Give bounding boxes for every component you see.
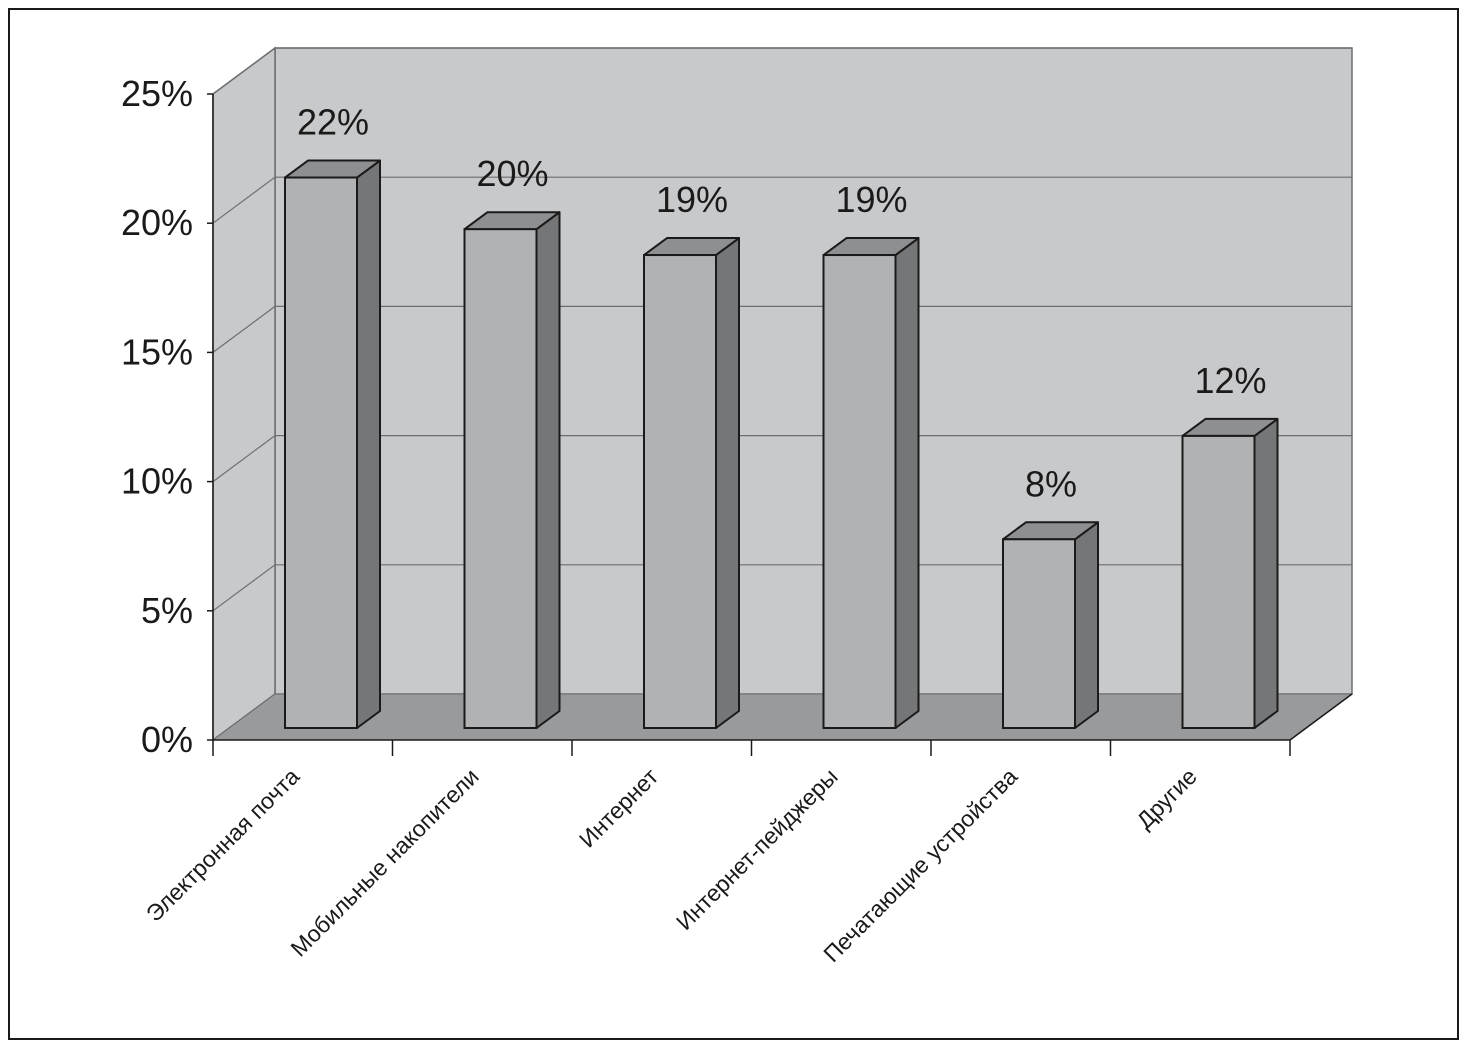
- gridline: [212, 176, 1352, 224]
- bar-side: [535, 211, 561, 729]
- gridline: [212, 47, 1352, 95]
- y-tick-label: 20%: [121, 202, 193, 243]
- gridlines: [212, 47, 1352, 612]
- y-tick-label: 5%: [141, 590, 193, 631]
- bar-front: [284, 176, 358, 729]
- bar: [284, 159, 381, 729]
- bar: [643, 237, 740, 729]
- data-label: 8%: [1025, 463, 1077, 504]
- gridline: [212, 435, 1352, 483]
- chart-walls: [211, 46, 1354, 742]
- data-label: 19%: [835, 179, 907, 220]
- data-label: 22%: [297, 102, 369, 143]
- floor: [211, 693, 1354, 741]
- data-label: 12%: [1194, 360, 1266, 401]
- category-label: Электронная почта: [141, 763, 305, 927]
- y-tick-label: 25%: [121, 73, 193, 114]
- category-label: Интернет: [574, 763, 664, 853]
- gridline: [212, 305, 1352, 353]
- bar: [463, 211, 561, 729]
- floor-edge-line: [1289, 693, 1353, 741]
- category-label: Мобильные накопители: [285, 763, 483, 961]
- bar-side: [356, 159, 381, 729]
- category-label: Другие: [1131, 763, 1201, 833]
- bar-front: [822, 254, 897, 729]
- bar-front: [1181, 434, 1256, 729]
- y-tick-label: 10%: [121, 461, 193, 502]
- bar-side: [1253, 417, 1279, 729]
- bar: [1002, 521, 1099, 730]
- gridline: [212, 564, 1352, 612]
- data-label: 20%: [476, 153, 548, 194]
- side-wall: [212, 46, 276, 742]
- bar-side: [894, 237, 920, 729]
- bar-side: [715, 237, 740, 729]
- y-tick-label: 0%: [141, 719, 193, 760]
- y-tick-label: 15%: [121, 331, 193, 372]
- category-label: Печатающие устройства: [818, 763, 1022, 967]
- bars: [284, 159, 1279, 730]
- bar: [822, 237, 920, 729]
- axes: 0% 5% 10% 15% 20% 25%: [121, 73, 1353, 760]
- bar-front: [643, 254, 717, 729]
- data-label: 19%: [656, 179, 728, 220]
- bar-front: [463, 228, 538, 729]
- bar-front: [1002, 538, 1076, 730]
- bar-side: [1074, 521, 1099, 729]
- category-label: Интернет-пейджеры: [671, 763, 843, 935]
- bar: [1181, 417, 1279, 729]
